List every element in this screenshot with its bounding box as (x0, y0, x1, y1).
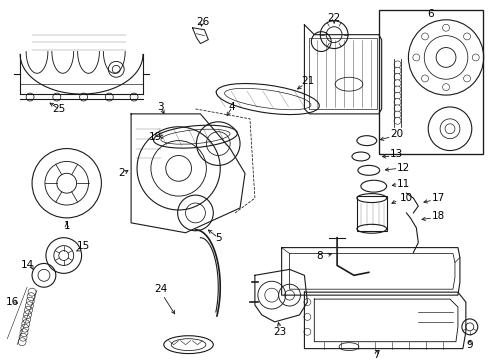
Circle shape (393, 92, 400, 99)
Text: 5: 5 (215, 233, 221, 243)
Circle shape (393, 111, 400, 118)
Text: 11: 11 (396, 179, 409, 189)
Text: 1: 1 (63, 221, 70, 231)
Circle shape (393, 86, 400, 93)
Text: 21: 21 (300, 76, 313, 86)
Text: 6: 6 (426, 9, 433, 19)
Circle shape (393, 73, 400, 80)
Text: 24: 24 (154, 284, 167, 294)
Text: 26: 26 (195, 17, 208, 27)
Text: 4: 4 (228, 102, 235, 112)
Text: 17: 17 (430, 193, 444, 203)
Text: 2: 2 (118, 168, 124, 178)
Text: 10: 10 (399, 193, 412, 203)
Circle shape (393, 105, 400, 112)
Bar (309, 38, 376, 109)
Text: 18: 18 (430, 211, 444, 221)
Text: 9: 9 (466, 339, 472, 350)
Bar (356, 196, 386, 231)
Circle shape (393, 99, 400, 105)
Circle shape (393, 80, 400, 87)
Bar (378, 10, 482, 153)
Text: 13: 13 (389, 149, 402, 158)
Circle shape (393, 67, 400, 74)
Text: 19: 19 (149, 132, 162, 142)
Text: 12: 12 (396, 163, 409, 174)
Text: 14: 14 (20, 260, 34, 270)
Text: 15: 15 (77, 240, 90, 251)
Circle shape (393, 61, 400, 68)
Text: 22: 22 (327, 13, 340, 23)
Text: 25: 25 (52, 104, 65, 114)
Text: 7: 7 (373, 350, 379, 360)
Text: 23: 23 (272, 327, 285, 337)
Text: 3: 3 (157, 102, 164, 112)
Text: 8: 8 (315, 251, 322, 261)
Text: 16: 16 (6, 297, 19, 307)
Circle shape (393, 117, 400, 124)
Text: 20: 20 (389, 129, 402, 139)
